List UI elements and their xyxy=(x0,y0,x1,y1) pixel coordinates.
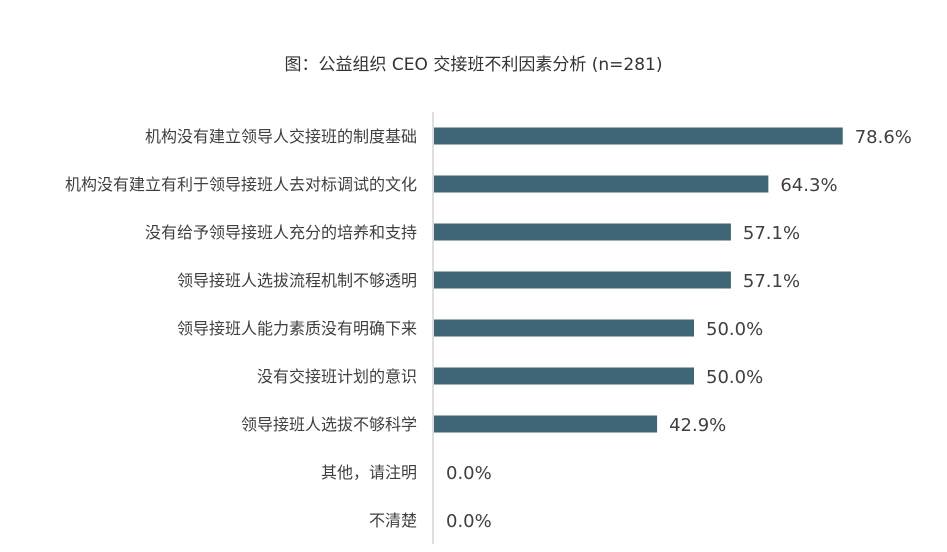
category-label: 没有给予领导接班人充分的培养和支持 xyxy=(145,223,417,242)
data-label: 78.6% xyxy=(855,127,912,148)
data-label: 57.1% xyxy=(743,223,800,244)
bars-layer: 机构没有建立领导人交接班的制度基础 78.6% 机构没有建立有利于领导接班人去对标调… xyxy=(65,127,912,532)
category-label: 机构没有建立领导人交接班的制度基础 xyxy=(145,127,417,146)
category-label: 领导接班人能力素质没有明确下来 xyxy=(177,319,417,338)
bar xyxy=(434,271,731,289)
data-label: 42.9% xyxy=(669,415,726,436)
category-label: 领导接班人选拔不够科学 xyxy=(241,415,417,434)
bar xyxy=(434,127,843,145)
bar xyxy=(434,175,769,193)
data-label: 50.0% xyxy=(706,367,763,388)
bar xyxy=(434,415,658,433)
data-label: 0.0% xyxy=(446,463,492,484)
bar xyxy=(434,223,731,241)
category-label: 领导接班人选拔流程机制不够透明 xyxy=(177,271,417,290)
bar xyxy=(434,319,694,337)
bar xyxy=(434,367,694,385)
category-label: 其他，请注明 xyxy=(321,463,417,482)
data-label: 57.1% xyxy=(743,271,800,292)
category-label: 不清楚 xyxy=(369,511,417,530)
category-label: 机构没有建立有利于领导接班人去对标调试的文化 xyxy=(65,175,417,194)
category-label: 没有交接班计划的意识 xyxy=(257,367,417,386)
data-label: 64.3% xyxy=(780,175,837,196)
chart-title: 图：公益组织 CEO 交接班不利因素分析 (n=281) xyxy=(284,55,663,75)
data-label: 50.0% xyxy=(706,319,763,340)
data-label: 0.0% xyxy=(446,511,492,532)
